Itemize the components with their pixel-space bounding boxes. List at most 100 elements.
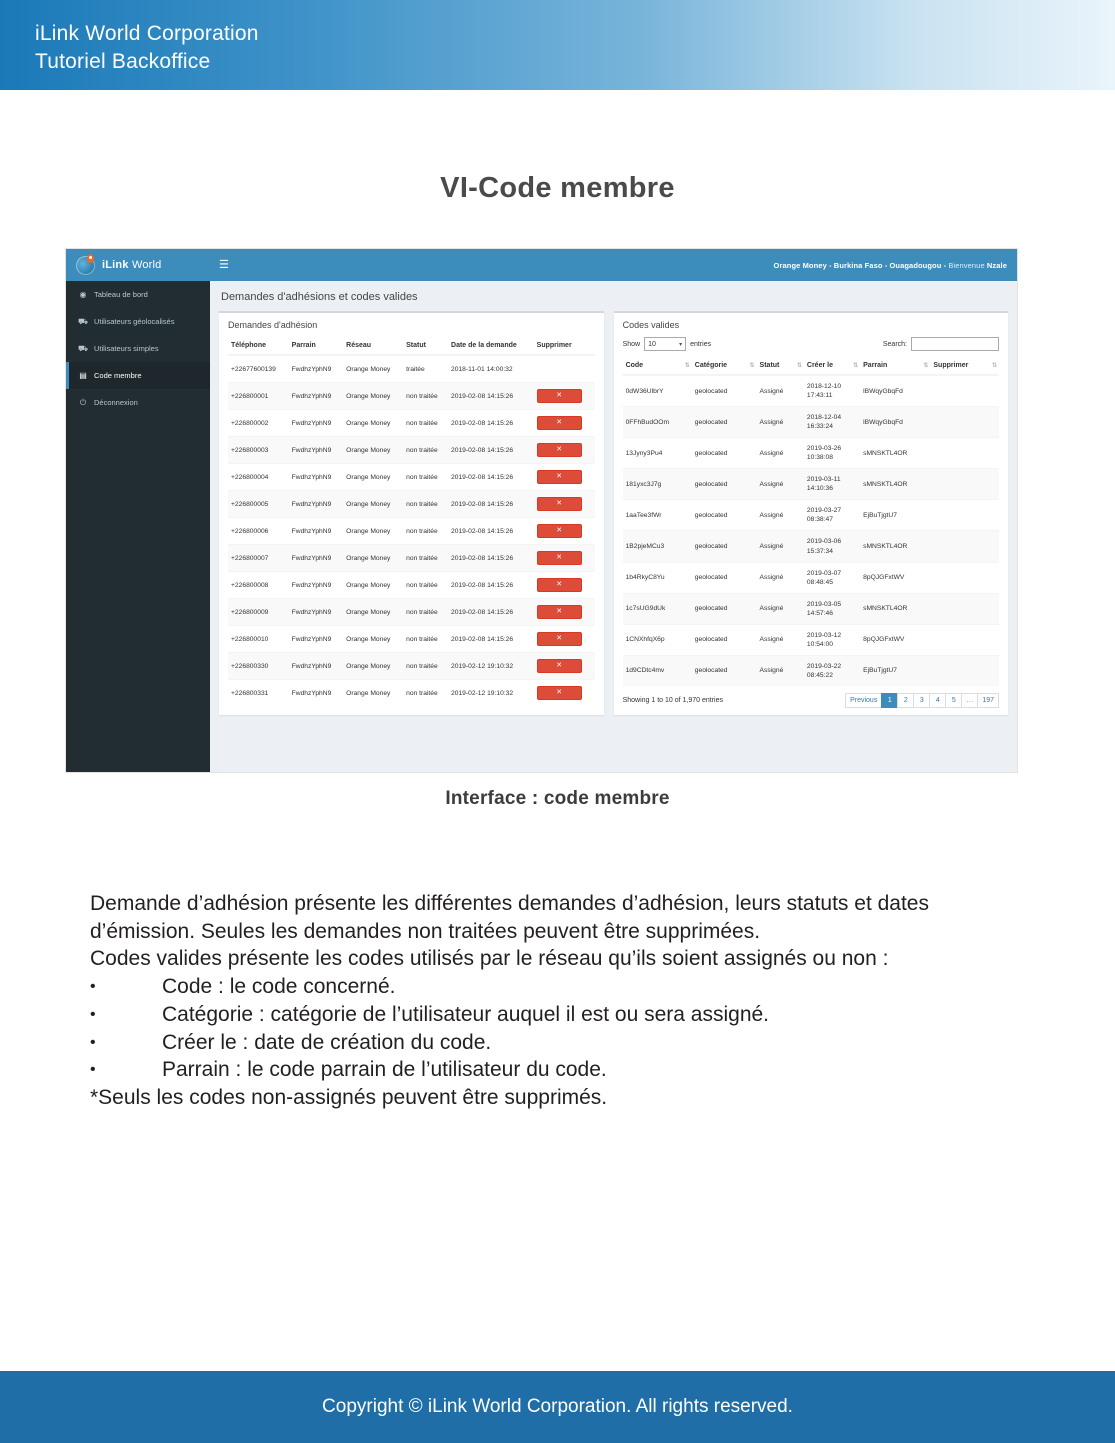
page-title: VI-Code membre: [440, 172, 675, 204]
app-sidebar: ◉ Tableau de bord ⛟ Utilisateurs géolocalis…: [66, 281, 210, 772]
cell-supprimer: ✕: [533, 354, 595, 383]
cell-supprimer: [930, 406, 999, 438]
delete-row-button[interactable]: ✕: [536, 497, 582, 511]
cell-code: 0dW36UlbrY: [622, 374, 692, 407]
sort-icon: ⇅: [991, 363, 997, 369]
cell-categorie: geolocated: [691, 592, 757, 625]
delete-row-button[interactable]: ✕: [536, 686, 582, 700]
delete-row-button[interactable]: ✕: [536, 389, 582, 403]
column-header[interactable]: Code ⇅: [622, 357, 692, 376]
table-row: 1c7sUG9dUk geolocated Assigné 2019-03-05 14…: [622, 592, 999, 625]
sidebar-item-3[interactable]: ▤ Code membre: [66, 362, 210, 389]
cell-code: 1b4RkyC8Yu: [622, 561, 692, 594]
cell-statut: Assigné: [756, 654, 804, 686]
topbar-username: Nzale: [986, 260, 1007, 270]
pagination-2[interactable]: 2: [897, 692, 915, 708]
header-title-line-1: iLink World Corporation: [35, 22, 259, 45]
cell-creer-le: 2019-03-26 10:38:08: [803, 437, 861, 469]
delete-row-button[interactable]: ✕: [536, 632, 582, 646]
cell-code: 1c7sUG9dUk: [622, 592, 692, 625]
cell-code: 1d9CDtc4mv: [622, 654, 692, 686]
pagination-4[interactable]: 4: [929, 692, 947, 708]
cell-reseau: Orange Money: [343, 625, 404, 653]
cell-parrain: lBWqyGbqFd: [860, 374, 931, 407]
delete-row-button[interactable]: ✕: [536, 551, 582, 565]
topbar-user-info: Orange Money - Burkina Faso - Ouagadougo…: [774, 261, 1007, 270]
hamburger-menu-icon[interactable]: ☰: [219, 258, 229, 271]
panel-codes-valides: Codes valides Show 10 ▾ entries Search:: [613, 311, 1008, 715]
sidebar-item-0[interactable]: ◉ Tableau de bord: [66, 281, 210, 308]
delete-row-button[interactable]: ✕: [536, 443, 582, 457]
cell-reseau: Orange Money: [343, 517, 404, 545]
column-header[interactable]: Catégorie ⇅: [691, 357, 757, 376]
list-item-text: Parrain : le code parrain de l’utilisate…: [162, 1058, 607, 1082]
cell-reseau: Orange Money: [343, 354, 404, 383]
delete-row-button[interactable]: ✕: [536, 524, 582, 538]
bullet-marker: •: [90, 1061, 96, 1079]
cell-reseau: Orange Money: [343, 598, 404, 626]
cell-statut: non traitée: [403, 598, 449, 626]
brand-name: iLink World: [102, 259, 161, 271]
panel-title-left: Demandes d'adhésion: [228, 320, 318, 330]
cell-categorie: geolocated: [691, 561, 757, 594]
footer-rule: [0, 1366, 1115, 1371]
cell-statut: Assigné: [756, 437, 804, 469]
cell-reseau: Orange Money: [343, 679, 404, 706]
cell-creer-le: 2019-03-11 14:10:36: [803, 468, 861, 500]
cell-creer-le: 2019-03-22 08:45:22: [803, 654, 861, 686]
cell-statut: Assigné: [756, 561, 804, 594]
cell-date: 2019-02-08 14:15:26: [448, 517, 534, 545]
table-row: +226800007 FwdhzYphN9 Orange Money non trai…: [228, 544, 595, 572]
cell-date: 2019-02-08 14:15:26: [448, 571, 534, 599]
cell-date: 2019-02-08 14:15:26: [448, 409, 534, 437]
bullet-marker: •: [90, 1005, 96, 1023]
cell-reseau: Orange Money: [343, 382, 404, 410]
column-header: Statut: [403, 337, 449, 356]
topbar-location: Orange Money - Burkina Faso - Ouagadougo…: [773, 260, 949, 270]
cell-categorie: geolocated: [691, 623, 757, 656]
cell-code: 0FFhBudOOm: [622, 406, 692, 438]
sidebar-item-4[interactable]: ⏻ Déconnexion: [66, 389, 210, 416]
delete-row-button[interactable]: ✕: [536, 416, 582, 430]
pagination-3[interactable]: 3: [913, 692, 931, 708]
delete-row-button[interactable]: ✕: [536, 659, 582, 673]
pagination-197[interactable]: 197: [977, 692, 999, 708]
column-header[interactable]: Statut ⇅: [756, 357, 804, 376]
search-input[interactable]: [911, 337, 999, 351]
column-header[interactable]: Supprimer ⇅: [930, 357, 999, 376]
app-topbar: iLink World ☰ Orange Money - Burkina Fas…: [66, 249, 1017, 281]
page-size-select[interactable]: 10 ▾: [644, 337, 687, 351]
app-brand[interactable]: iLink World: [66, 249, 210, 281]
cell-parrain: EjBuTjgtU7: [860, 654, 931, 686]
delete-row-button[interactable]: ✕: [536, 578, 582, 592]
sort-icon: ⇅: [923, 363, 928, 369]
column-header[interactable]: Parrain ⇅: [860, 357, 931, 376]
cell-reseau: Orange Money: [343, 544, 404, 572]
table-row: +226800002 FwdhzYphN9 Orange Money non trai…: [228, 409, 595, 437]
cell-creer-le: 2019-03-27 08:38:47: [803, 499, 861, 531]
column-header[interactable]: Créer le ⇅: [803, 357, 861, 376]
sidebar-item-1[interactable]: ⛟ Utilisateurs géolocalisés: [66, 308, 210, 335]
entries-label: entries: [690, 340, 712, 348]
pagination-previous[interactable]: Previous: [845, 692, 883, 708]
table-row: +226800004 FwdhzYphN9 Orange Money non trai…: [228, 463, 595, 491]
table-row: 181yxc3J7g geolocated Assigné 2019-03-11 14…: [622, 468, 999, 500]
delete-row-button[interactable]: ✕: [536, 605, 582, 619]
cell-creer-le: 2018-12-04 16:33:24: [803, 406, 861, 438]
sidebar-item-label: Utilisateurs géolocalisés: [94, 317, 175, 326]
cell-supprimer: [930, 561, 999, 594]
cell-reseau: Orange Money: [343, 409, 404, 437]
cell-supprimer: ✕: [533, 490, 595, 518]
cell-supprimer: ✕: [533, 544, 595, 572]
pagination-5[interactable]: 5: [945, 692, 963, 708]
cell-supprimer: [930, 592, 999, 625]
pagination-1[interactable]: 1: [881, 692, 899, 708]
cell-statut: traitée: [403, 354, 449, 383]
delete-row-button[interactable]: ✕: [536, 470, 582, 484]
cell-reseau: Orange Money: [343, 571, 404, 599]
cell-telephone: +226800010: [228, 625, 289, 653]
page-length-control: Show 10 ▾ entries: [623, 337, 712, 351]
paragraph-1-line-2: d’émission. Seules les demandes non trai…: [90, 919, 761, 943]
cell-parrain: FwdhzYphN9: [288, 652, 344, 680]
sidebar-item-2[interactable]: ⛟ Utilisateurs simples: [66, 335, 210, 362]
